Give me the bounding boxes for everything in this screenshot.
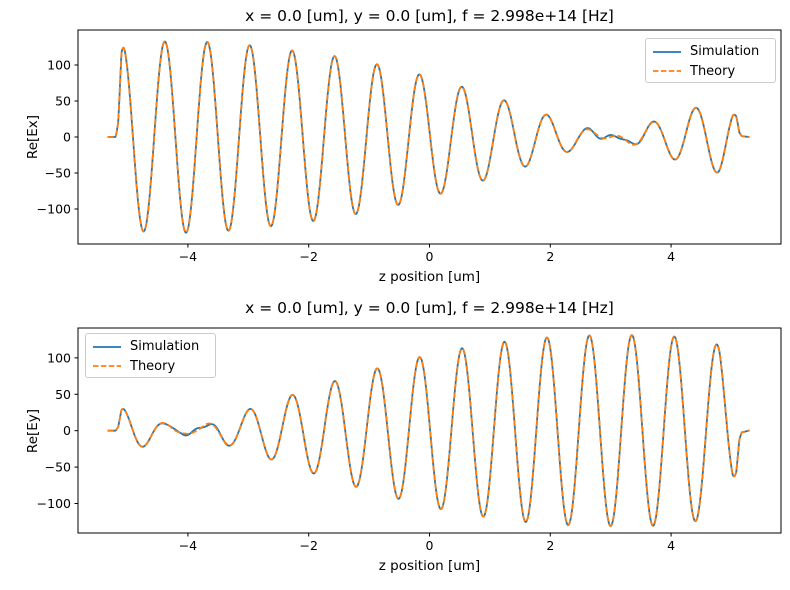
- x-tick-label: 4: [667, 538, 675, 553]
- x-tick-label: 4: [667, 249, 675, 264]
- legend-entry-simulation: Simulation: [653, 42, 775, 62]
- legend-entry-simulation: Simulation: [93, 337, 215, 357]
- subplot2-ylabel: Re[Ey]: [25, 408, 41, 453]
- simulation-line-sample: [653, 50, 681, 53]
- y-tick-label: −100: [37, 202, 71, 217]
- legend-entry-theory: Theory: [93, 357, 215, 377]
- theory-line-sample: [93, 365, 121, 368]
- x-tick-label: 2: [546, 538, 554, 553]
- x-tick-label: 0: [426, 249, 434, 264]
- subplot1-xlabel: z position [um]: [378, 269, 481, 285]
- theory-curve: [107, 40, 751, 234]
- y-tick-label: −100: [37, 496, 71, 511]
- y-tick-label: 50: [55, 387, 71, 402]
- x-tick-label: −2: [299, 538, 317, 553]
- legend-label-simulation: Simulation: [130, 339, 200, 355]
- y-tick-label: 0: [63, 130, 71, 145]
- y-tick-label: 100: [47, 350, 71, 365]
- x-tick-label: 2: [546, 249, 554, 264]
- legend-label-simulation: Simulation: [690, 44, 760, 60]
- subplot2-legend: Simulation Theory: [85, 333, 216, 378]
- simulation-line-sample: [93, 345, 121, 348]
- subplot1-ylabel: Re[Ex]: [25, 114, 41, 160]
- x-tick-label: −2: [299, 249, 317, 264]
- x-tick-label: 0: [426, 538, 434, 553]
- subplot1-title: x = 0.0 [um], y = 0.0 [um], f = 2.998e+1…: [245, 7, 614, 25]
- subplot1-legend: Simulation Theory: [645, 38, 776, 83]
- y-tick-label: −50: [45, 166, 71, 181]
- legend-entry-theory: Theory: [653, 62, 775, 82]
- x-tick-label: −4: [179, 538, 197, 553]
- theory-curve: [107, 334, 751, 527]
- y-tick-label: 50: [55, 93, 71, 108]
- subplot2-xlabel: z position [um]: [378, 558, 481, 574]
- legend-label-theory: Theory: [690, 63, 736, 79]
- x-tick-label: −4: [179, 249, 197, 264]
- y-tick-label: 100: [47, 57, 71, 72]
- subplot2-title: x = 0.0 [um], y = 0.0 [um], f = 2.998e+1…: [245, 299, 614, 317]
- theory-line-sample: [653, 70, 681, 73]
- y-tick-label: −50: [45, 460, 71, 475]
- y-tick-label: 0: [63, 423, 71, 438]
- legend-label-theory: Theory: [130, 358, 176, 374]
